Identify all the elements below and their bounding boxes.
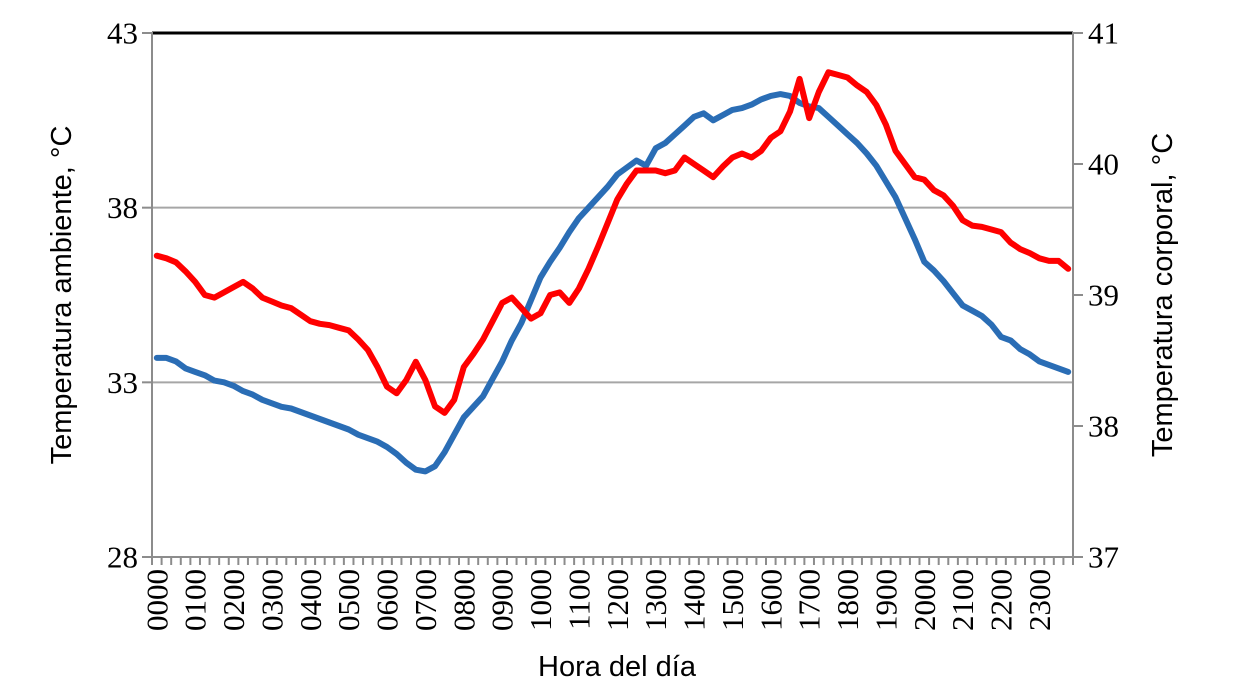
x-tick-label-0600: 0600 [370,569,405,631]
x-tick-label-0900: 0900 [485,569,520,631]
left-tick-label-33: 33 [107,365,138,400]
x-tick-label-1200: 1200 [600,569,635,631]
x-tick-label-2000: 2000 [907,569,942,631]
x-tick-label-1400: 1400 [677,569,712,631]
x-tick-label-1800: 1800 [830,569,865,631]
x-tick-label-1000: 1000 [523,569,558,631]
x-tick-label-2200: 2200 [984,569,1019,631]
x-tick-label-1500: 1500 [715,569,750,631]
x-tick-label-0200: 0200 [216,569,251,631]
blue-line-series [153,91,1072,475]
x-axis-title: Hora del día [538,651,697,683]
left-tick-label-38: 38 [107,190,138,225]
x-tick-label-1900: 1900 [868,569,903,631]
x-tick-label-1600: 1600 [753,569,788,631]
right-axis-title: Temperatura corporal, °C [1147,133,1179,457]
right-tick-label-38: 38 [1088,409,1119,444]
right-tick-label-39: 39 [1088,278,1119,313]
gridlines [152,206,1073,384]
x-tick-label-2100: 2100 [945,569,980,631]
x-axis-tick-labels: 0000 0100 0200 0300 0400 0500 0600 0700 0800 0900… [139,569,1057,631]
right-tick-label-41: 41 [1088,16,1119,51]
right-axis-tick-labels: 41 40 39 38 37 [1088,16,1119,575]
x-tick-label-1100: 1100 [561,569,596,630]
x-tick-label-1300: 1300 [638,569,673,631]
x-tick-label-0300: 0300 [254,569,289,631]
x-tick-label-0700: 0700 [408,569,443,631]
tick-marks [142,32,1083,565]
x-tick-label-1700: 1700 [792,569,827,631]
left-axis-tick-labels: 43 38 33 28 [107,16,138,575]
data-series [153,69,1072,475]
right-tick-label-40: 40 [1088,147,1119,182]
left-tick-label-28: 28 [107,540,138,575]
red-line-series [153,69,1072,416]
left-axis-title: Temperatura ambiente, °C [46,126,78,465]
left-tick-label-43: 43 [107,16,138,51]
x-tick-label-2300: 2300 [1022,569,1057,631]
x-tick-label-0800: 0800 [446,569,481,631]
x-tick-label-0400: 0400 [293,569,328,631]
x-tick-label-0500: 0500 [331,569,366,631]
axes [151,31,1074,558]
right-tick-label-37: 37 [1088,540,1119,575]
x-tick-label-0000: 0000 [139,569,174,631]
x-tick-label-0100: 0100 [178,569,213,631]
